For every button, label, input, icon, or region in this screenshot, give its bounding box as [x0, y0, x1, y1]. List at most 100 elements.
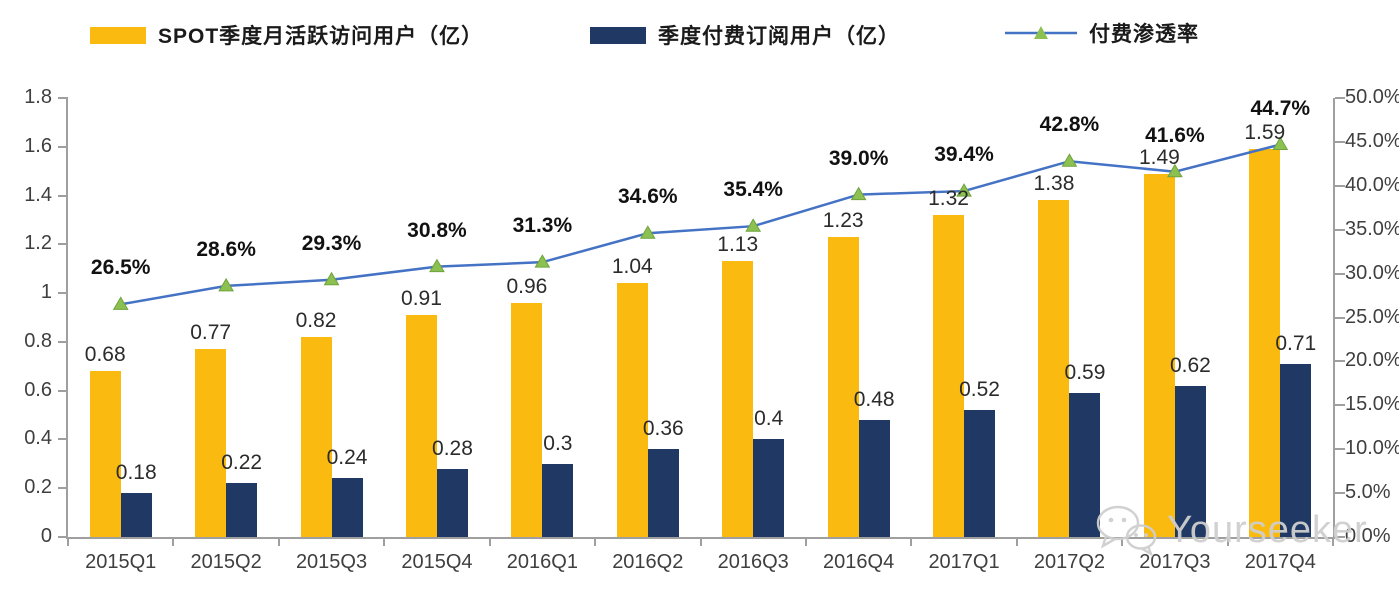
triangle-marker [850, 186, 867, 201]
y-left-tick-label: 0.2 [24, 476, 52, 499]
bar-paid [964, 410, 996, 537]
x-axis-tick [1121, 539, 1124, 546]
legend-item-mau: SPOT季度月活跃访问用户（亿） [90, 20, 483, 50]
legend-label-penetration: 付费渗透率 [1089, 23, 1199, 46]
y-right-tick [1335, 404, 1345, 407]
y-left-tick [58, 292, 68, 295]
penetration-pct-label: 29.3% [301, 231, 362, 255]
legend-item-penetration: 付费渗透率 [1005, 18, 1199, 48]
penetration-pct-label: 26.5% [90, 256, 151, 280]
x-tick-label: 2017Q2 [1033, 551, 1106, 573]
x-axis-tick [67, 539, 69, 546]
bar-mau [300, 337, 332, 537]
y-left-tick [58, 340, 68, 343]
x-tick-label: 2016Q4 [823, 551, 895, 573]
y-right-tick [1335, 316, 1345, 319]
bar-label-mau: 0.77 [190, 321, 232, 345]
x-tick-label: 2016Q2 [612, 551, 684, 573]
bar-label-mau: 1.59 [1244, 121, 1286, 145]
x-axis-tick [1332, 539, 1334, 546]
triangle-marker [745, 218, 762, 232]
y-left-tick-label: 0.6 [24, 378, 52, 401]
y-left-tick-label: 1.8 [24, 86, 52, 108]
bar-label-mau: 0.96 [506, 274, 548, 298]
bar-paid [436, 468, 468, 537]
y-left-tick [58, 243, 68, 246]
y-right-tick-label: 25.0% [1345, 305, 1399, 328]
x-axis-tick [172, 539, 175, 546]
wechat-icon [1096, 505, 1157, 557]
y-left-tick-label: 1.2 [24, 232, 52, 255]
bar-label-paid: 0.36 [642, 417, 684, 441]
legend-item-paid: 季度付费订阅用户（亿） [590, 20, 900, 50]
penetration-pct-label: 39.0% [828, 146, 889, 170]
bar-label-paid: 0.18 [115, 461, 157, 485]
y-right-tick [1335, 360, 1345, 363]
bar-label-mau: 1.13 [717, 233, 759, 257]
bar-paid [542, 463, 574, 537]
x-tick-label: 2017Q3 [1139, 551, 1211, 573]
bar-mau [405, 315, 437, 537]
bar-paid [647, 449, 679, 537]
y-right-tick [1335, 97, 1345, 99]
bar-paid [1174, 385, 1206, 537]
legend-swatch-paid [590, 26, 646, 44]
penetration-pct-label: 28.6% [196, 237, 256, 261]
x-axis-tick [488, 539, 491, 546]
y-right-tick [1335, 448, 1345, 451]
bar-label-mau: 0.91 [401, 287, 442, 311]
x-axis-tick [699, 539, 702, 546]
y-right-tick [1335, 492, 1345, 495]
bar-label-paid: 0.59 [1064, 361, 1106, 385]
triangle-marker [429, 258, 445, 273]
penetration-line [120, 143, 1281, 306]
bar-label-paid: 0.62 [1169, 353, 1211, 377]
x-axis-tick [910, 539, 913, 546]
y-right-tick-label: 0.0% [1345, 525, 1391, 547]
y-left-tick-label: 1.6 [24, 134, 52, 157]
legend-label-paid: 季度付费订阅用户（亿） [658, 25, 900, 48]
y-left-tick [58, 536, 68, 538]
legend-swatch-mau [90, 26, 146, 44]
triangle-marker [218, 277, 234, 292]
y-left-tick [58, 145, 68, 148]
penetration-pct-label: 31.3% [512, 214, 573, 238]
x-tick-label: 2016Q1 [506, 551, 578, 573]
bar-label-mau: 0.68 [84, 343, 126, 367]
triangle-marker [1061, 153, 1078, 167]
x-axis [66, 537, 1335, 539]
y-right-tick-label: 5.0% [1345, 481, 1391, 504]
y-right-tick-label: 20.0% [1345, 349, 1399, 372]
y-right-tick-label: 10.0% [1345, 437, 1399, 460]
y-left-tick-label: 0.8 [24, 329, 52, 352]
penetration-pct-label: 42.8% [1039, 113, 1100, 137]
x-tick-label: 2015Q1 [85, 551, 157, 573]
x-axis-tick [1226, 539, 1229, 546]
y-right-tick-label: 50.0% [1345, 86, 1399, 108]
triangle-marker [534, 254, 551, 268]
penetration-pct-label: 30.8% [407, 218, 467, 242]
penetration-pct-label: 44.7% [1250, 96, 1311, 120]
y-axis-left [66, 98, 68, 537]
bar-label-paid: 0.28 [432, 436, 473, 460]
y-left-tick-label: 0.4 [24, 427, 52, 450]
x-tick-label: 2015Q4 [401, 551, 473, 573]
x-tick-label: 2015Q2 [190, 551, 262, 573]
bar-label-paid: 0.71 [1275, 331, 1317, 355]
y-left-tick [58, 389, 68, 392]
watermark-text: Yourseeker [1167, 508, 1368, 551]
y-right-tick-label: 45.0% [1345, 129, 1399, 152]
bar-paid [753, 439, 785, 537]
bar-paid [1280, 363, 1312, 537]
bar-mau [511, 302, 543, 537]
watermark: Yourseeker [1093, 503, 1368, 557]
bar-label-mau: 1.38 [1033, 172, 1075, 196]
x-axis-tick [804, 539, 807, 546]
bar-label-mau: 1.49 [1138, 145, 1180, 169]
bar-mau [933, 215, 965, 537]
y-right-tick-label: 15.0% [1345, 393, 1399, 416]
bar-label-mau: 1.32 [928, 187, 969, 211]
bar-mau [722, 261, 754, 537]
y-left-tick [58, 194, 68, 197]
triangle-marker [639, 225, 656, 239]
